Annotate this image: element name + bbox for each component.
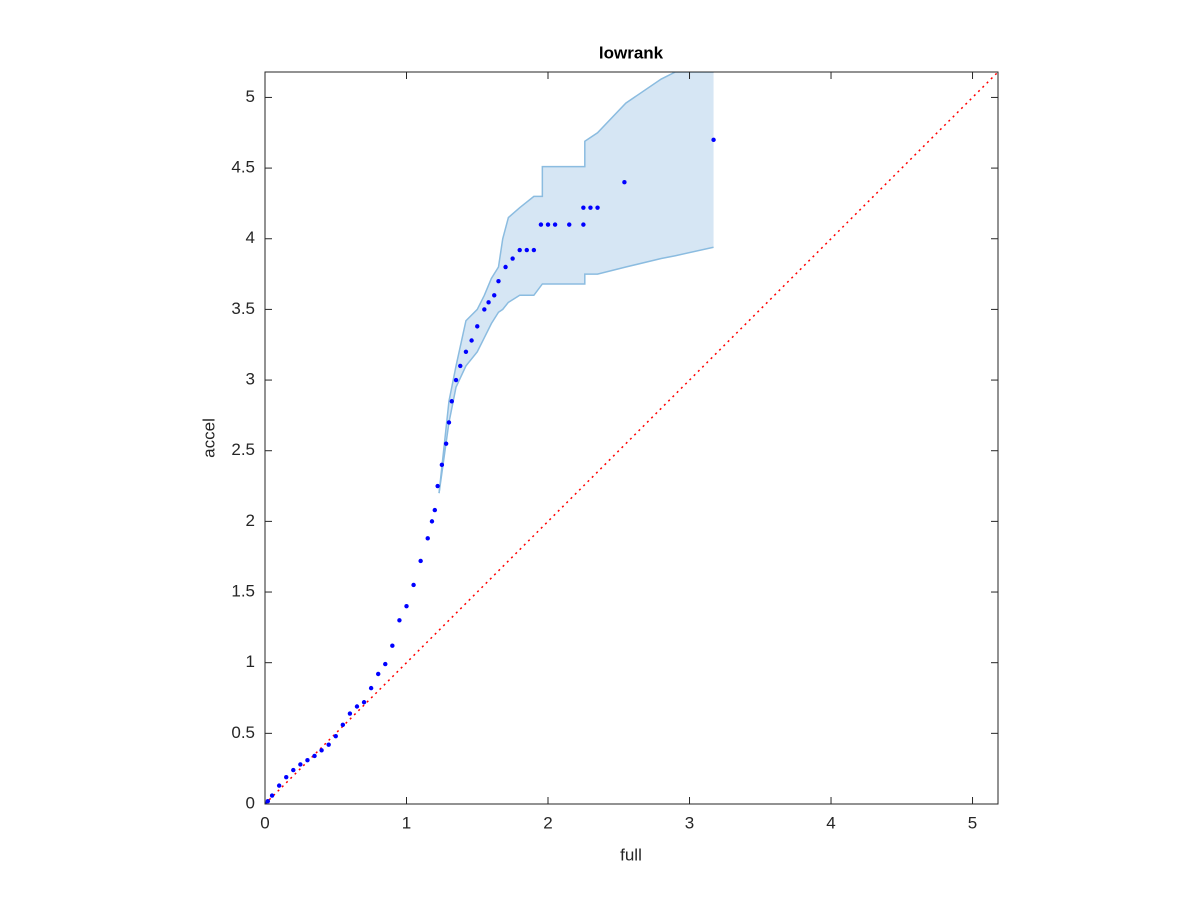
scatter-point: [595, 205, 600, 210]
y-axis-label: accel: [199, 418, 218, 458]
scatter-point: [475, 324, 480, 329]
scatter-point: [439, 462, 445, 468]
scatter-point: [340, 722, 346, 728]
scatter-point: [265, 798, 271, 804]
scatter-point: [397, 618, 402, 623]
scatter-point: [435, 483, 440, 489]
y-tick-label: 3.5: [231, 299, 255, 318]
scatter-point: [265, 801, 268, 804]
scatter-point: [361, 700, 367, 705]
scatter-point: [443, 441, 449, 446]
scatter-point: [545, 222, 551, 227]
confidence-band: [439, 72, 714, 494]
scatter-point: [581, 222, 586, 227]
scatter-point: [305, 757, 310, 763]
scatter-point: [524, 247, 529, 253]
scatter-point: [376, 671, 381, 677]
scatter-point: [368, 685, 374, 691]
chart-title: lowrank: [599, 43, 664, 62]
scatter-point: [429, 519, 435, 524]
scatter-point: [326, 742, 331, 747]
y-tick-label: 0: [246, 793, 255, 812]
axes-box: [264, 71, 999, 805]
band-lower-edge: [438, 246, 714, 494]
scatter-point: [581, 205, 586, 210]
scatter-point: [538, 222, 544, 227]
scatter-point: [510, 256, 515, 261]
scatter-point: [588, 205, 593, 210]
y-tick-label: 4.5: [231, 158, 255, 177]
scatter-point: [383, 661, 388, 667]
scatter-point: [458, 363, 463, 369]
x-tick-label: 5: [968, 813, 977, 832]
scatter-point: [291, 767, 296, 773]
x-tick-label: 1: [402, 813, 411, 832]
scatter-point: [446, 420, 452, 425]
band-upper-edge: [438, 72, 714, 494]
scatter-point: [622, 180, 627, 185]
scatter-point: [449, 399, 454, 404]
scatter-point: [486, 300, 491, 305]
scatter-point: [503, 264, 508, 270]
scatter-point: [492, 293, 497, 298]
scatter-point: [312, 753, 317, 759]
scatter-point: [567, 222, 572, 227]
scatter-point: [418, 558, 423, 564]
y-tick-label: 3: [246, 370, 255, 389]
y-tick-label: 0.5: [231, 723, 255, 742]
scatter-point: [269, 793, 275, 798]
scatter-point: [404, 603, 409, 609]
scatter-point: [482, 307, 487, 312]
scatter-point: [411, 582, 416, 588]
scatter-point: [284, 774, 289, 780]
scatter-point: [298, 762, 303, 767]
scatter-point: [517, 247, 522, 253]
y-tick-label: 2: [246, 511, 255, 530]
scatter-point: [711, 137, 716, 143]
y-tick-label: 1: [246, 652, 255, 671]
reference-line: [265, 72, 998, 804]
x-tick-label: 4: [826, 813, 835, 832]
scatter-point: [432, 507, 438, 513]
scatter-point: [469, 338, 474, 343]
y-tick-label: 5: [246, 87, 255, 106]
scatter-point: [276, 783, 282, 788]
x-axis-label: full: [620, 845, 642, 864]
x-tick-label: 3: [685, 813, 694, 832]
scatter-point: [354, 704, 360, 709]
scatter-point: [531, 247, 537, 253]
x-tick-label: 0: [260, 813, 269, 832]
scatter-point: [333, 733, 338, 739]
scatter-point: [463, 349, 469, 354]
scatter-point: [390, 643, 395, 648]
scatter-point: [425, 536, 430, 541]
scatter-point: [347, 711, 353, 716]
y-tick-label: 2.5: [231, 440, 255, 459]
scatter-point: [319, 748, 324, 753]
scatter-point: [453, 377, 459, 383]
y-tick-label: 1.5: [231, 582, 255, 601]
x-tick-label: 2: [543, 813, 552, 832]
plot-area: [265, 72, 998, 804]
scatter-point: [552, 222, 558, 227]
y-tick-label: 4: [246, 228, 255, 247]
scatter-point: [496, 278, 501, 284]
